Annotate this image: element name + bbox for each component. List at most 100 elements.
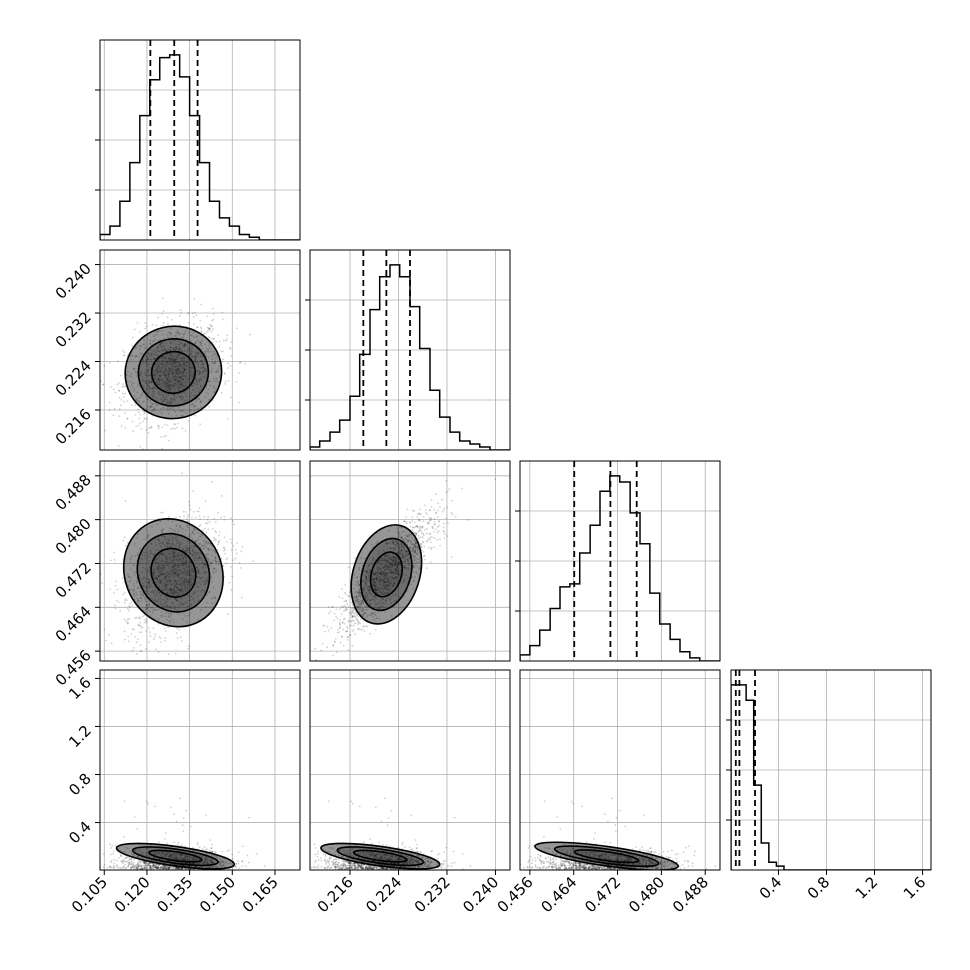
- scatter-point: [148, 354, 151, 356]
- scatter-point: [178, 367, 181, 370]
- scatter-point: [174, 516, 177, 519]
- scatter-point: [436, 516, 439, 518]
- scatter-point: [347, 620, 350, 623]
- scatter-point: [181, 395, 184, 398]
- scatter-point: [165, 382, 167, 385]
- scatter-point: [173, 376, 176, 378]
- scatter-point: [214, 357, 217, 359]
- scatter-point: [156, 346, 158, 349]
- scatter-point: [208, 342, 211, 345]
- scatter-point: [199, 401, 202, 403]
- scatter-point: [179, 347, 182, 350]
- scatter-point: [177, 565, 180, 567]
- scatter-point: [175, 377, 178, 379]
- scatter-point: [175, 383, 178, 386]
- scatter-point: [433, 521, 436, 523]
- scatter-point: [184, 429, 187, 432]
- scatter-point: [345, 599, 348, 602]
- scatter-point: [133, 390, 135, 392]
- scatter-point: [148, 374, 150, 377]
- scatter-point: [191, 516, 193, 519]
- scatter-point: [420, 545, 423, 548]
- scatter-point: [179, 377, 182, 379]
- scatter-point: [147, 351, 150, 354]
- scatter-point: [194, 386, 197, 389]
- scatter-point: [203, 352, 206, 355]
- scatter-point: [150, 394, 153, 397]
- scatter-point: [166, 379, 169, 382]
- scatter-point: [173, 379, 176, 381]
- scatter-point: [430, 546, 433, 549]
- scatter-point: [348, 595, 351, 598]
- scatter-point: [174, 339, 177, 342]
- scatter-point: [239, 361, 242, 363]
- scatter-point: [176, 331, 179, 333]
- scatter-point: [214, 520, 217, 523]
- scatter-point: [131, 420, 134, 423]
- scatter-point: [348, 591, 351, 594]
- scatter-point: [167, 383, 170, 386]
- scatter-point: [187, 420, 189, 423]
- scatter-point: [170, 399, 173, 402]
- scatter-point: [339, 619, 342, 621]
- scatter-point: [245, 865, 247, 868]
- scatter-point: [177, 380, 180, 383]
- scatter-point: [175, 347, 178, 350]
- scatter-point: [183, 368, 186, 371]
- scatter-point: [191, 402, 194, 405]
- scatter-point: [212, 313, 215, 315]
- scatter-point: [169, 348, 172, 351]
- scatter-point: [178, 396, 181, 398]
- scatter-point: [150, 378, 153, 381]
- scatter-point: [160, 370, 163, 373]
- scatter-point: [352, 624, 355, 627]
- scatter-point: [163, 400, 166, 402]
- scatter-point: [175, 346, 178, 349]
- scatter-point: [436, 526, 439, 529]
- scatter-point: [210, 480, 213, 483]
- scatter-point: [150, 425, 153, 428]
- scatter-point: [131, 354, 134, 357]
- scatter-point: [185, 809, 188, 812]
- scatter-point: [179, 383, 181, 386]
- scatter-point: [208, 520, 211, 523]
- scatter-point: [126, 400, 129, 402]
- scatter-point: [157, 350, 159, 353]
- scatter-point: [197, 363, 200, 366]
- scatter-point: [183, 595, 186, 598]
- scatter-point: [181, 377, 184, 380]
- scatter-point: [206, 326, 209, 329]
- scatter-point: [171, 384, 174, 387]
- scatter-point: [435, 493, 437, 496]
- scatter-point: [188, 370, 191, 372]
- scatter-point: [203, 332, 206, 335]
- scatter-point: [159, 398, 162, 401]
- scatter-point: [164, 595, 166, 598]
- scatter-point: [148, 358, 151, 361]
- scatter-point: [169, 407, 172, 410]
- scatter-point: [168, 388, 171, 391]
- scatter-point: [175, 414, 178, 417]
- scatter-point: [167, 374, 170, 376]
- scatter-point: [203, 352, 206, 355]
- scatter-point: [162, 381, 165, 384]
- scatter-point: [320, 649, 323, 652]
- scatter-point: [177, 409, 180, 411]
- scatter-point: [158, 379, 161, 382]
- scatter-point: [167, 408, 170, 411]
- scatter-point: [163, 388, 166, 391]
- scatter-point: [183, 344, 186, 347]
- scatter-point: [165, 364, 168, 367]
- scatter-point: [183, 367, 186, 370]
- scatter-point: [103, 863, 106, 866]
- scatter-point: [194, 404, 196, 407]
- scatter-point: [179, 385, 182, 388]
- scatter-point: [205, 522, 208, 524]
- scatter-point: [182, 510, 185, 513]
- scatter-point: [166, 377, 169, 379]
- scatter-point: [167, 626, 170, 629]
- scatter-point: [169, 383, 172, 386]
- scatter-point: [173, 362, 176, 365]
- scatter-point: [158, 427, 160, 429]
- scatter-point: [162, 572, 164, 575]
